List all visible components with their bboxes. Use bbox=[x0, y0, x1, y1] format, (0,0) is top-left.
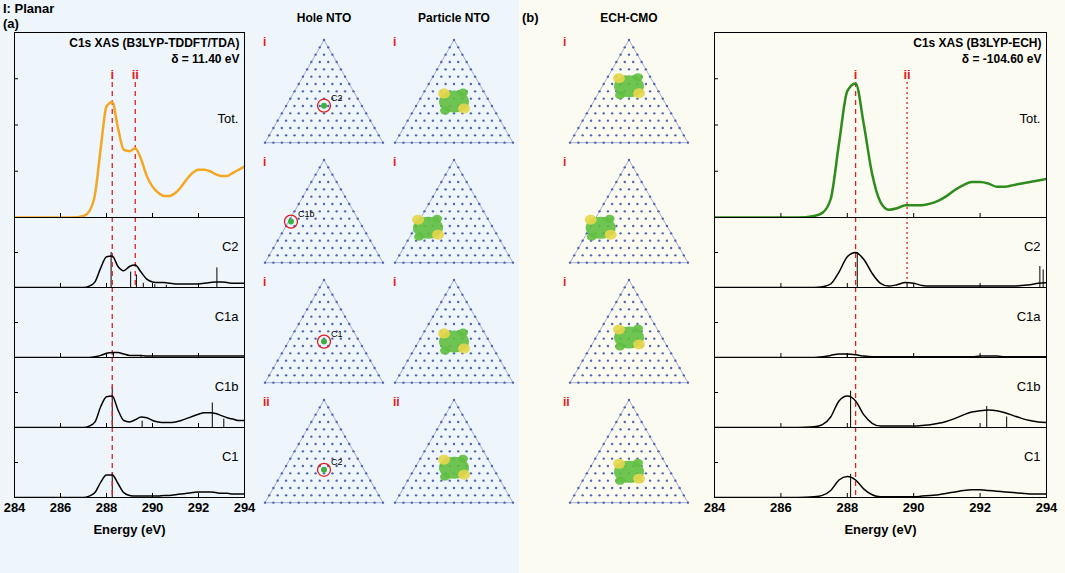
svg-text:ECH-CMO: ECH-CMO bbox=[600, 11, 657, 25]
svg-text:C2: C2 bbox=[1024, 239, 1041, 254]
svg-text:C1s XAS (B3LYP-ECH): C1s XAS (B3LYP-ECH) bbox=[913, 36, 1041, 50]
svg-text:I: Planar: I: Planar bbox=[3, 1, 54, 16]
svg-text:C1b: C1b bbox=[298, 209, 315, 219]
svg-text:294: 294 bbox=[1036, 500, 1058, 515]
svg-text:290: 290 bbox=[903, 500, 925, 515]
svg-text:C1a: C1a bbox=[215, 309, 240, 324]
svg-text:292: 292 bbox=[188, 500, 210, 515]
svg-text:C1: C1 bbox=[222, 449, 239, 464]
svg-text:ii: ii bbox=[393, 395, 400, 409]
svg-text:288: 288 bbox=[96, 500, 118, 515]
svg-text:δ = 11.40 eV: δ = 11.40 eV bbox=[171, 52, 239, 66]
svg-text:Hole NTO: Hole NTO bbox=[297, 11, 351, 25]
svg-text:ii: ii bbox=[903, 67, 910, 82]
svg-text:Tot.: Tot. bbox=[218, 111, 239, 126]
svg-text:C1a: C1a bbox=[1017, 309, 1042, 324]
svg-text:Particle NTO: Particle NTO bbox=[418, 11, 490, 25]
svg-text:(a): (a) bbox=[3, 16, 19, 31]
svg-text:i: i bbox=[393, 155, 396, 169]
svg-text:i: i bbox=[263, 275, 266, 289]
svg-text:284: 284 bbox=[704, 500, 726, 515]
svg-text:i: i bbox=[263, 155, 266, 169]
svg-text:i: i bbox=[563, 35, 566, 49]
svg-text:i: i bbox=[393, 35, 396, 49]
svg-text:288: 288 bbox=[836, 500, 858, 515]
svg-text:Tot.: Tot. bbox=[1020, 111, 1041, 126]
svg-text:C2: C2 bbox=[222, 239, 239, 254]
svg-text:290: 290 bbox=[142, 500, 164, 515]
svg-text:C1s XAS (B3LYP-TDDFT/TDA): C1s XAS (B3LYP-TDDFT/TDA) bbox=[69, 36, 239, 50]
svg-text:C1: C1 bbox=[1024, 449, 1041, 464]
svg-text:C2: C2 bbox=[331, 457, 343, 467]
svg-text:Energy (eV): Energy (eV) bbox=[93, 522, 165, 537]
svg-text:i: i bbox=[854, 67, 858, 82]
svg-text:286: 286 bbox=[50, 500, 72, 515]
svg-text:i: i bbox=[263, 35, 266, 49]
svg-text:294: 294 bbox=[234, 500, 256, 515]
svg-text:284: 284 bbox=[4, 500, 26, 515]
svg-text:C1b: C1b bbox=[215, 379, 239, 394]
svg-text:i: i bbox=[110, 67, 114, 82]
svg-text:i: i bbox=[393, 275, 396, 289]
svg-text:C1: C1 bbox=[331, 329, 343, 339]
svg-text:i: i bbox=[563, 275, 566, 289]
svg-text:δ = -104.60 eV: δ = -104.60 eV bbox=[962, 52, 1042, 66]
svg-text:ii: ii bbox=[132, 67, 139, 82]
svg-text:292: 292 bbox=[969, 500, 991, 515]
svg-text:286: 286 bbox=[770, 500, 792, 515]
svg-text:Energy (eV): Energy (eV) bbox=[844, 522, 916, 537]
svg-text:C2: C2 bbox=[331, 93, 343, 103]
svg-text:C1b: C1b bbox=[1017, 379, 1041, 394]
svg-text:(b): (b) bbox=[522, 10, 539, 25]
svg-text:i: i bbox=[563, 155, 566, 169]
svg-text:ii: ii bbox=[263, 395, 270, 409]
svg-text:ii: ii bbox=[563, 395, 570, 409]
